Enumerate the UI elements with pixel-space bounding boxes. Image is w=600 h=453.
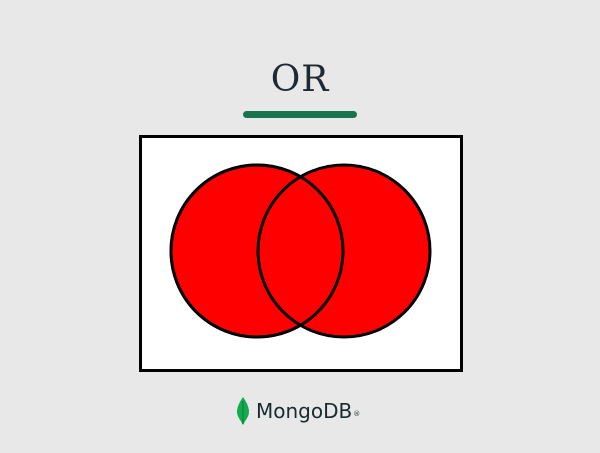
- mongodb-logo: MongoDB ®: [236, 396, 360, 426]
- venn-diagram: [169, 163, 432, 339]
- venn-diagram-frame: [139, 135, 463, 372]
- slide-title: OR: [270, 59, 330, 100]
- logo-text: MongoDB: [256, 399, 353, 423]
- title-underline: [243, 111, 357, 118]
- venn-circle-a-outline: [169, 163, 345, 339]
- mongodb-leaf-icon: [237, 397, 249, 425]
- logo-registered-mark: ®: [353, 410, 361, 418]
